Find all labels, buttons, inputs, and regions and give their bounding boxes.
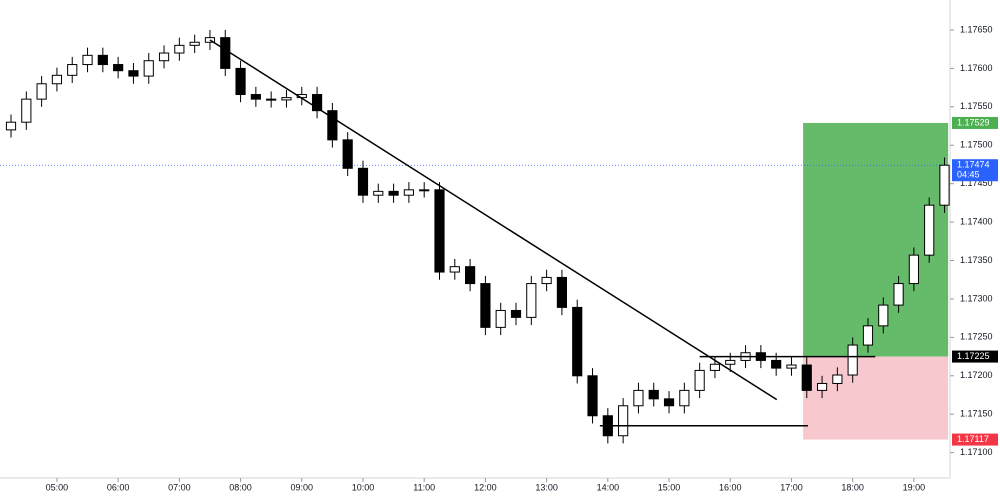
price-tag-label: 1.17225 [957,351,990,361]
loss-zone [803,356,949,440]
price-tag [952,350,998,363]
candle-body [648,389,659,400]
candle-body [572,306,583,377]
candle-body [832,374,843,384]
candle-body [679,389,690,407]
x-tick-label: 09:00 [291,482,314,492]
candle-body [694,369,705,391]
candle-body [266,98,277,101]
candle-body [465,266,476,285]
price-tag [952,116,998,129]
candle-body [97,54,108,66]
candle-body [786,364,797,369]
candle-body [220,37,231,69]
candle-body [556,276,568,308]
y-tick-label: 1.17350 [960,255,993,265]
candle-body [587,375,598,417]
candle-body [327,110,338,141]
candle-body [51,74,63,85]
candle-body [862,325,874,346]
candle-body [342,139,353,169]
candle-body [36,83,47,100]
candle-body [174,44,185,54]
candle-body [128,70,139,77]
candle-body [403,189,414,196]
y-tick-label: 1.17100 [960,447,993,457]
candle-body [847,344,858,376]
x-tick-label: 13:00 [535,482,558,492]
candle-body [924,204,935,256]
y-tick-label: 1.17300 [960,293,993,303]
y-tick-label: 1.17600 [960,63,993,73]
x-tick-label: 07:00 [168,482,191,492]
price-tag-label: 1.17474 [957,160,990,170]
candle-body [908,254,919,285]
candle-body [633,389,644,407]
y-tick-label: 1.17150 [960,409,993,419]
candle-body [709,363,721,371]
y-tick-label: 1.17200 [960,370,993,380]
y-tick-label: 1.17550 [960,101,993,111]
candle-body [143,60,154,77]
x-tick-label: 18:00 [841,482,864,492]
candle-body [158,52,170,62]
x-tick-label: 11:00 [413,482,435,492]
x-tick-label: 05:00 [46,482,69,492]
candle-body [526,283,537,318]
x-tick-label: 06:00 [107,482,130,492]
candle-body [311,94,323,112]
candle-body [189,41,200,46]
candle-body [82,54,93,66]
candle-body [373,190,384,196]
candle-body [21,98,32,123]
x-tick-label: 16:00 [719,482,742,492]
candle-body [419,189,430,192]
x-tick-label: 08:00 [229,482,252,492]
y-tick-label: 1.17650 [960,24,993,34]
candle-body [771,359,782,369]
y-tick-label: 1.17450 [960,178,993,188]
candle-body [480,283,491,328]
price-tag [952,159,998,182]
candle-body [893,283,904,306]
candle-body [67,64,78,76]
candle-body [250,94,261,100]
candle-body [281,97,292,101]
x-tick-label: 14:00 [597,482,620,492]
candle-body [663,398,675,407]
profit-zone [803,122,949,357]
x-tick-label: 12:00 [474,482,497,492]
x-tick-label: 17:00 [780,482,803,492]
y-tick-label: 1.17500 [960,140,993,150]
y-tick-label: 1.17400 [960,216,993,226]
candle-body [449,266,460,273]
price-tag [952,433,998,446]
candle-body [878,304,889,327]
candle-body [510,309,522,318]
candle-body [357,167,369,196]
x-tick-label: 19:00 [903,482,926,492]
candle-body [434,189,445,273]
candle-body [801,364,812,391]
candle-body [618,405,629,437]
candle-body [816,382,828,391]
candle-body [495,309,506,328]
candle-body [235,67,246,96]
candle-body [113,64,124,72]
x-tick-label: 15:00 [658,482,681,492]
trendline [209,39,778,401]
price-tag-label: 1.17529 [957,117,990,127]
countdown-label: 04:45 [957,170,980,180]
x-tick-label: 10:00 [352,482,375,492]
candle-body [541,276,552,285]
candle-body [939,164,950,206]
y-tick-label: 1.17250 [960,332,993,342]
candle-body [725,359,736,365]
candle-body [388,190,399,196]
candle-body [5,121,17,131]
price-tag-label: 1.17117 [957,434,989,444]
